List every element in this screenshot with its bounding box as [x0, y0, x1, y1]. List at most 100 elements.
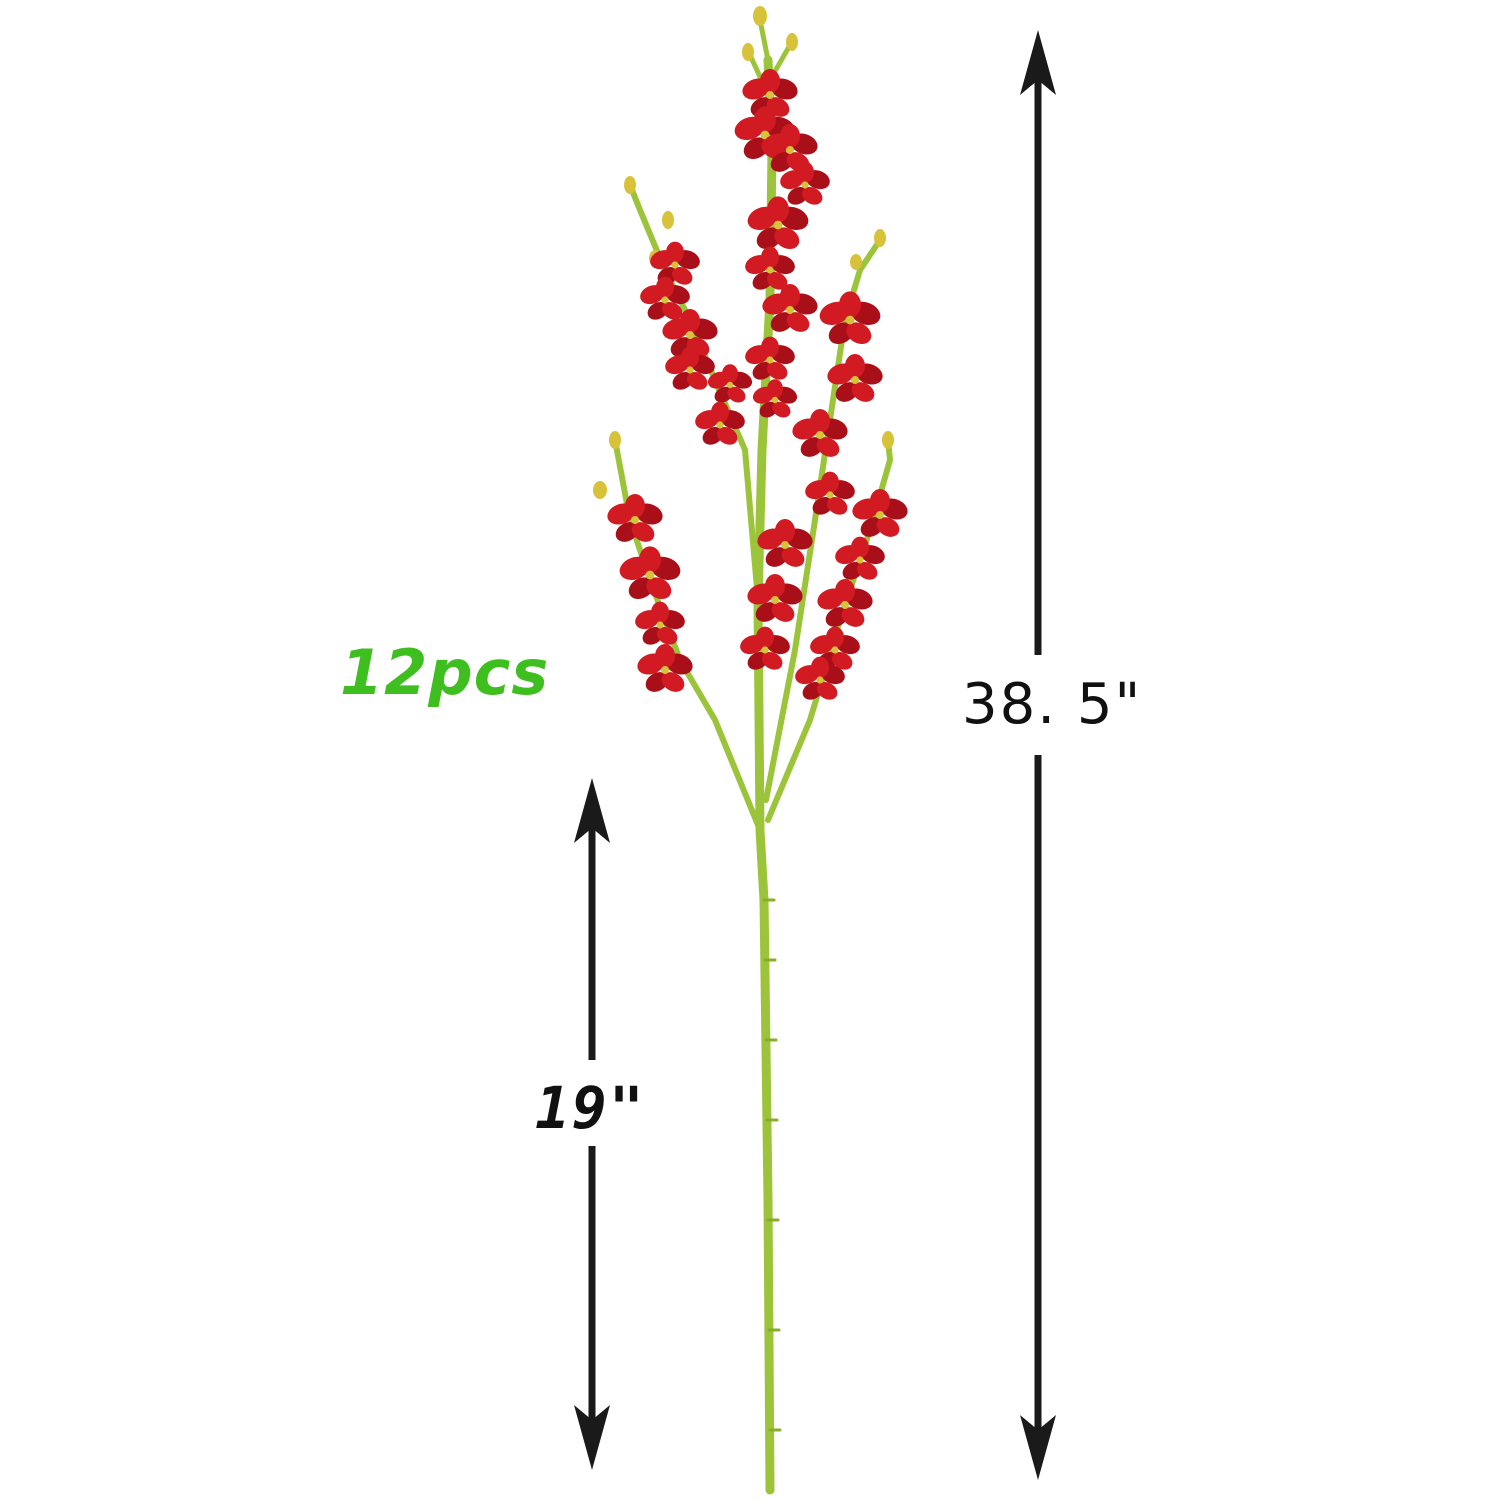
orchid-blossom: [827, 354, 883, 402]
petal: [780, 284, 800, 308]
arrow-head-down: [1020, 1415, 1056, 1480]
flowers: [607, 69, 908, 700]
orchid-blossom: [819, 291, 881, 345]
stems: [612, 17, 894, 1495]
petal: [781, 547, 805, 567]
orchid-blossom: [745, 246, 795, 290]
petal: [711, 401, 729, 424]
petal: [672, 266, 693, 285]
petal: [827, 496, 848, 515]
blossom-center: [845, 315, 855, 325]
petal: [761, 336, 779, 359]
blossom-center: [773, 220, 783, 230]
orchid-blossom: [619, 546, 681, 600]
blossom-center: [656, 621, 664, 629]
orchid-blossom: [745, 336, 795, 380]
bud: [874, 229, 886, 247]
orchid-blossom: [707, 364, 753, 403]
total-height-label: 38. 5": [962, 668, 1143, 741]
orchid-blossom: [665, 346, 715, 390]
blossom-center: [801, 181, 809, 189]
blossom-center: [631, 516, 639, 524]
orchid-blossom: [747, 574, 803, 622]
blossom-center: [671, 261, 679, 269]
petal: [639, 546, 661, 573]
blossom-center: [766, 356, 774, 364]
petal: [661, 672, 685, 692]
blossom-center: [761, 646, 769, 654]
bud: [742, 43, 754, 61]
orchid-blossom: [792, 409, 848, 457]
petal: [772, 401, 791, 418]
petal: [832, 651, 853, 670]
petal: [761, 246, 779, 269]
bud: [786, 33, 798, 51]
orchid-blossom: [805, 471, 855, 515]
orchid-blossom: [640, 276, 690, 320]
petal: [655, 644, 675, 668]
buds: [593, 6, 894, 499]
orchid-blossom: [817, 579, 873, 627]
petal: [839, 291, 861, 318]
orchid-blossom: [780, 161, 830, 205]
petal: [796, 161, 814, 184]
petal: [625, 494, 645, 518]
petal: [717, 426, 738, 445]
blossom-center: [876, 511, 884, 519]
petal: [666, 241, 684, 264]
petal: [851, 536, 869, 559]
petal: [631, 522, 655, 542]
bud: [609, 431, 621, 449]
bud: [624, 176, 636, 194]
blossom-center: [816, 431, 824, 439]
quantity-label: 12pcs: [340, 636, 550, 709]
petal: [775, 519, 795, 543]
bud: [753, 6, 767, 26]
petal: [802, 186, 823, 205]
petal: [762, 651, 783, 670]
petal: [767, 379, 783, 399]
petal: [876, 517, 900, 537]
petal: [754, 106, 776, 133]
petal: [841, 607, 865, 627]
blossom-center: [771, 396, 779, 404]
petal: [662, 301, 683, 320]
stem-length-label: 19": [535, 1070, 646, 1146]
petal: [722, 364, 738, 384]
blossom-center: [786, 146, 794, 154]
petal: [657, 626, 678, 645]
orchid-blossom: [757, 519, 813, 567]
petal: [870, 489, 890, 513]
bud: [593, 481, 607, 499]
orchid-blossom: [752, 379, 798, 418]
blossom-center: [686, 331, 694, 339]
petal: [826, 626, 844, 649]
petal: [680, 309, 700, 333]
petal: [656, 276, 674, 299]
petal: [767, 361, 788, 380]
stem-length-arrow: [574, 778, 610, 1470]
petal: [835, 579, 855, 603]
blossom-center: [766, 266, 774, 274]
blossom-center: [771, 596, 779, 604]
blossom-center: [851, 376, 859, 384]
arrow-head-down: [574, 1405, 610, 1470]
orchid-blossom: [695, 401, 745, 445]
blossom-center: [786, 306, 794, 314]
orchid-blossom: [662, 309, 718, 357]
petal: [760, 69, 780, 93]
blossom-center: [726, 381, 734, 389]
orchid-blossom: [810, 626, 860, 670]
petal: [727, 386, 746, 403]
blossom-center: [826, 491, 834, 499]
blossom-center: [661, 666, 669, 674]
orchid-blossom: [747, 196, 809, 250]
petal: [651, 601, 669, 624]
bud: [882, 431, 894, 449]
petal: [816, 437, 840, 457]
blossom-center: [831, 646, 839, 654]
orchid-blossom: [795, 656, 845, 700]
petal: [765, 574, 785, 598]
petal: [774, 227, 800, 250]
orchid-blossom: [635, 601, 685, 645]
